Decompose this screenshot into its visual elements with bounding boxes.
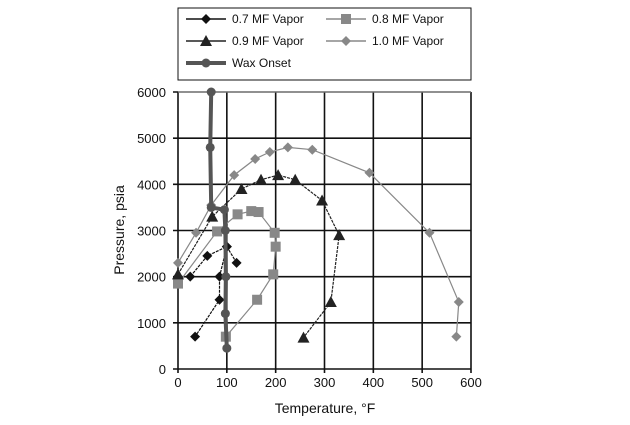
data-point — [202, 250, 213, 261]
data-point — [307, 144, 318, 155]
series-line — [208, 91, 229, 349]
data-point — [206, 210, 219, 222]
y-tick-label: 2000 — [137, 270, 166, 285]
legend-marker — [341, 36, 351, 46]
tick-labels: 0 100 200 300 400 500 600010002000300040005000… — [137, 85, 482, 390]
data-point — [191, 227, 202, 238]
data-point — [185, 271, 196, 282]
data-point — [235, 182, 248, 194]
data-point — [264, 147, 275, 158]
legend-item: 0.7 MF Vapor — [186, 12, 304, 26]
data-point — [214, 294, 225, 305]
series-layer — [172, 87, 464, 353]
data-point — [232, 209, 243, 220]
y-tick-label: 6000 — [137, 85, 166, 100]
data-point — [250, 153, 261, 164]
data-point — [246, 206, 257, 217]
x-tick-label: 300 — [314, 375, 336, 390]
data-point — [453, 297, 464, 308]
data-point — [212, 226, 223, 237]
legend-marker — [201, 58, 211, 68]
y-tick-label: 4000 — [137, 177, 166, 192]
data-point — [206, 202, 216, 212]
data-point — [255, 173, 268, 185]
x-axis-label: Temperature, °F — [275, 400, 376, 416]
legend-item: 1.0 MF Vapor — [326, 34, 444, 48]
data-point — [272, 169, 285, 181]
legend-item: 0.8 MF Vapor — [326, 12, 444, 26]
data-point — [324, 296, 337, 308]
legend: 0.7 MF Vapor 0.8 MF Vapor 0.9 MF Vapor 1.0 … — [177, 7, 472, 81]
data-point — [424, 227, 435, 238]
series-0-9-mf-vapor — [172, 169, 346, 343]
legend-label: Wax Onset — [232, 56, 292, 70]
data-point — [451, 331, 462, 342]
legend-label: 0.9 MF Vapor — [232, 34, 304, 48]
data-point — [173, 257, 183, 268]
data-point — [316, 194, 329, 206]
data-point — [222, 343, 232, 353]
x-tick-label: 600 — [460, 375, 482, 390]
series-0-7-mf-vapor — [173, 241, 242, 342]
series-line — [194, 246, 228, 338]
data-point — [190, 331, 201, 342]
y-axis-label: Pressure, psia — [111, 185, 127, 275]
x-tick-label: 100 — [216, 375, 238, 390]
series-line — [177, 210, 277, 338]
data-point — [220, 226, 230, 235]
legend-marker — [341, 14, 351, 24]
data-point — [268, 269, 279, 280]
legend-label: 0.7 MF Vapor — [232, 12, 304, 26]
data-point — [270, 241, 281, 252]
data-point — [205, 142, 215, 152]
data-point — [333, 229, 346, 241]
series-line — [177, 146, 460, 337]
x-tick-label: 0 — [174, 375, 181, 390]
data-point — [253, 207, 264, 218]
data-point — [252, 294, 263, 305]
series-wax-onset — [205, 87, 232, 353]
data-point — [219, 205, 229, 215]
data-point — [297, 331, 310, 343]
legend-label: 0.8 MF Vapor — [372, 12, 444, 26]
x-tick-label: 400 — [362, 375, 384, 390]
data-point — [214, 271, 225, 282]
data-point — [173, 278, 183, 289]
data-point — [221, 272, 231, 282]
series-1-0-mf-vapor — [173, 142, 464, 342]
legend-marker — [201, 14, 211, 24]
data-point — [172, 268, 184, 280]
data-point — [206, 87, 216, 97]
x-tick-label: 500 — [411, 375, 433, 390]
data-point — [282, 142, 293, 153]
legend-item: Wax Onset — [186, 56, 292, 70]
y-tick-label: 3000 — [137, 224, 166, 239]
data-point — [231, 257, 242, 268]
legend-box — [177, 7, 472, 81]
data-point — [269, 227, 280, 238]
series-line — [177, 174, 340, 338]
legend-item: 0.9 MF Vapor — [186, 34, 304, 48]
legend-label: 1.0 MF Vapor — [372, 34, 444, 48]
legend-marker — [200, 35, 212, 46]
x-tick-label: 200 — [265, 375, 287, 390]
data-point — [289, 173, 302, 185]
y-tick-label: 0 — [159, 362, 166, 377]
y-tick-label: 1000 — [137, 316, 166, 331]
y-tick-label: 5000 — [137, 131, 166, 146]
data-point — [229, 170, 240, 181]
data-point — [220, 309, 230, 319]
data-point — [364, 167, 375, 178]
